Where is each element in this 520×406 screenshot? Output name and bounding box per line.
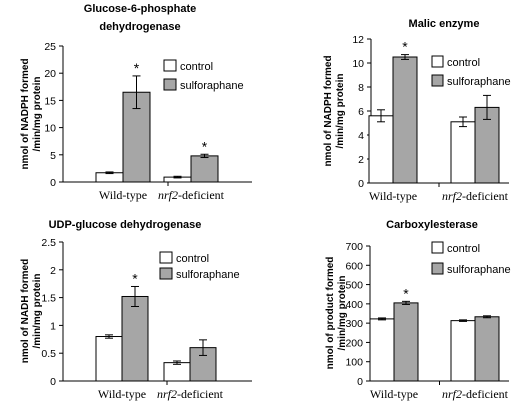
x-category-label-rest: -deficient — [178, 188, 225, 202]
legend-label: sulforaphane — [176, 269, 240, 281]
bar-control — [163, 362, 191, 382]
legend-label: sulforaphane — [180, 80, 244, 92]
chart-title-line: dehydrogenase — [99, 21, 180, 33]
y-axis-label-line: /min/mg protein — [32, 274, 43, 349]
bar-sulforaphane — [392, 56, 418, 184]
legend-swatch — [431, 55, 444, 68]
chart-title-line: Glucose-6-phosphate — [84, 3, 196, 15]
y-tick-label: 4 — [358, 130, 364, 142]
y-tick-label: 0 — [357, 376, 363, 388]
legend-swatch — [431, 74, 444, 87]
y-axis-label: nmol of NADPH formed/min/mg protein — [323, 55, 346, 166]
y-axis-label-line: /min/mg protein — [335, 74, 346, 149]
y-axis-label-line: nmol of product formed — [325, 257, 336, 370]
significance-star: * — [134, 60, 140, 76]
y-tick-label: 5 — [50, 150, 56, 162]
y-tick-label: 700 — [345, 241, 363, 253]
y-tick-label: 12 — [352, 34, 364, 46]
y-tick-label: 0 — [358, 178, 364, 190]
y-tick-label: 10 — [352, 58, 364, 70]
significance-star: * — [403, 285, 409, 301]
bar-control — [369, 318, 395, 382]
x-category-label: nrf2-deficient — [442, 387, 509, 401]
y-tick-label: 300 — [345, 318, 363, 330]
y-tick-label: 25 — [44, 41, 56, 53]
legend-swatch — [431, 241, 444, 254]
legend-swatch — [163, 78, 177, 91]
y-axis-label: nmol of NADPH formed/min/mg protein — [20, 58, 43, 169]
bar-sulforaphane — [121, 295, 149, 382]
y-tick-label: 2.5 — [41, 237, 56, 249]
legend-label: control — [447, 57, 480, 69]
y-axis-label-line: nmol of NADPH formed — [323, 55, 334, 166]
x-category-label-italic: nrf2 — [157, 387, 177, 401]
x-category-label-rest: -deficient — [462, 387, 509, 401]
x-category-label: Wild-type — [98, 387, 146, 401]
y-tick-label: 1 — [50, 320, 56, 332]
bar-sulforaphane — [474, 106, 500, 184]
bar-control — [450, 320, 476, 382]
x-category-label: Wild-type — [369, 189, 417, 203]
chart-panel-3: UDP-glucose dehydrogenase nmol of NADH fo… — [20, 219, 252, 401]
legend-swatch — [159, 251, 173, 264]
x-category-label-italic: nrf2 — [442, 387, 462, 401]
chart-title-line: Malic enzyme — [409, 18, 480, 30]
bar-control — [450, 121, 476, 184]
x-category-label: nrf2-deficient — [442, 189, 509, 203]
y-tick-label: 15 — [44, 95, 56, 107]
bar-sulforaphane — [393, 302, 419, 382]
bar-control — [95, 336, 123, 382]
y-tick-label: 200 — [345, 337, 363, 349]
bar-control — [368, 115, 394, 184]
chart-panel-2: Malic enzyme nmol of NADPH formed/min/mg … — [323, 18, 511, 203]
y-tick-label: 1.5 — [41, 293, 56, 305]
y-tick-label: 400 — [345, 299, 363, 311]
x-category-label-rest: -deficient — [177, 387, 224, 401]
x-category-label-italic: nrf2 — [158, 188, 178, 202]
y-axis-label: nmol of NADH formed/min/mg protein — [20, 259, 43, 363]
y-axis-label: nmol of product formed/min/mg protein — [325, 257, 348, 370]
y-tick-label: 0 — [50, 376, 56, 388]
x-category-label-italic: nrf2 — [442, 189, 462, 203]
y-tick-label: 20 — [44, 68, 56, 80]
legend-label: control — [176, 253, 209, 265]
chart-panel-1: Glucose-6-phosphate dehydrogenase nmol of … — [20, 3, 252, 202]
y-tick-label: 0.5 — [41, 348, 56, 360]
y-tick-label: 2 — [50, 265, 56, 277]
legend-swatch — [163, 59, 177, 72]
significance-star: * — [202, 138, 208, 154]
legend-label: sulforaphane — [447, 76, 511, 88]
chart-title-line: UDP-glucose dehydrogenase — [49, 219, 202, 231]
y-axis-label-line: /min/mg protein — [32, 77, 43, 152]
significance-star: * — [402, 39, 408, 55]
legend-swatch — [159, 267, 173, 280]
y-tick-label: 6 — [358, 106, 364, 118]
x-category-label: nrf2-deficient — [158, 188, 225, 202]
x-category-label: Wild-type — [99, 188, 147, 202]
chart-panel-4: Carboxylesterase nmol of product formed/m… — [325, 219, 511, 401]
bar-sulforaphane — [474, 316, 500, 382]
legend-swatch — [431, 262, 444, 275]
y-tick-label: 100 — [345, 357, 363, 369]
significance-star: * — [132, 270, 138, 286]
legend-label: control — [180, 61, 213, 73]
x-category-label-rest: -deficient — [462, 189, 509, 203]
y-tick-label: 8 — [358, 82, 364, 94]
y-axis-label-line: nmol of NADH formed — [20, 259, 31, 363]
y-tick-label: 10 — [44, 123, 56, 135]
x-category-label: Wild-type — [370, 387, 418, 401]
x-category-label: nrf2-deficient — [157, 387, 224, 401]
y-tick-label: 500 — [345, 280, 363, 292]
y-axis-label-line: /min/mg protein — [337, 276, 348, 351]
bar-control — [95, 172, 124, 183]
y-axis-label-line: nmol of NADPH formed — [20, 58, 31, 169]
bar-sulforaphane — [190, 155, 219, 183]
legend-label: sulforaphane — [447, 264, 511, 276]
y-tick-label: 2 — [358, 154, 364, 166]
legend-label: control — [447, 243, 480, 255]
y-tick-label: 600 — [345, 260, 363, 272]
y-tick-label: 0 — [50, 177, 56, 189]
chart-title-line: Carboxylesterase — [386, 219, 478, 231]
